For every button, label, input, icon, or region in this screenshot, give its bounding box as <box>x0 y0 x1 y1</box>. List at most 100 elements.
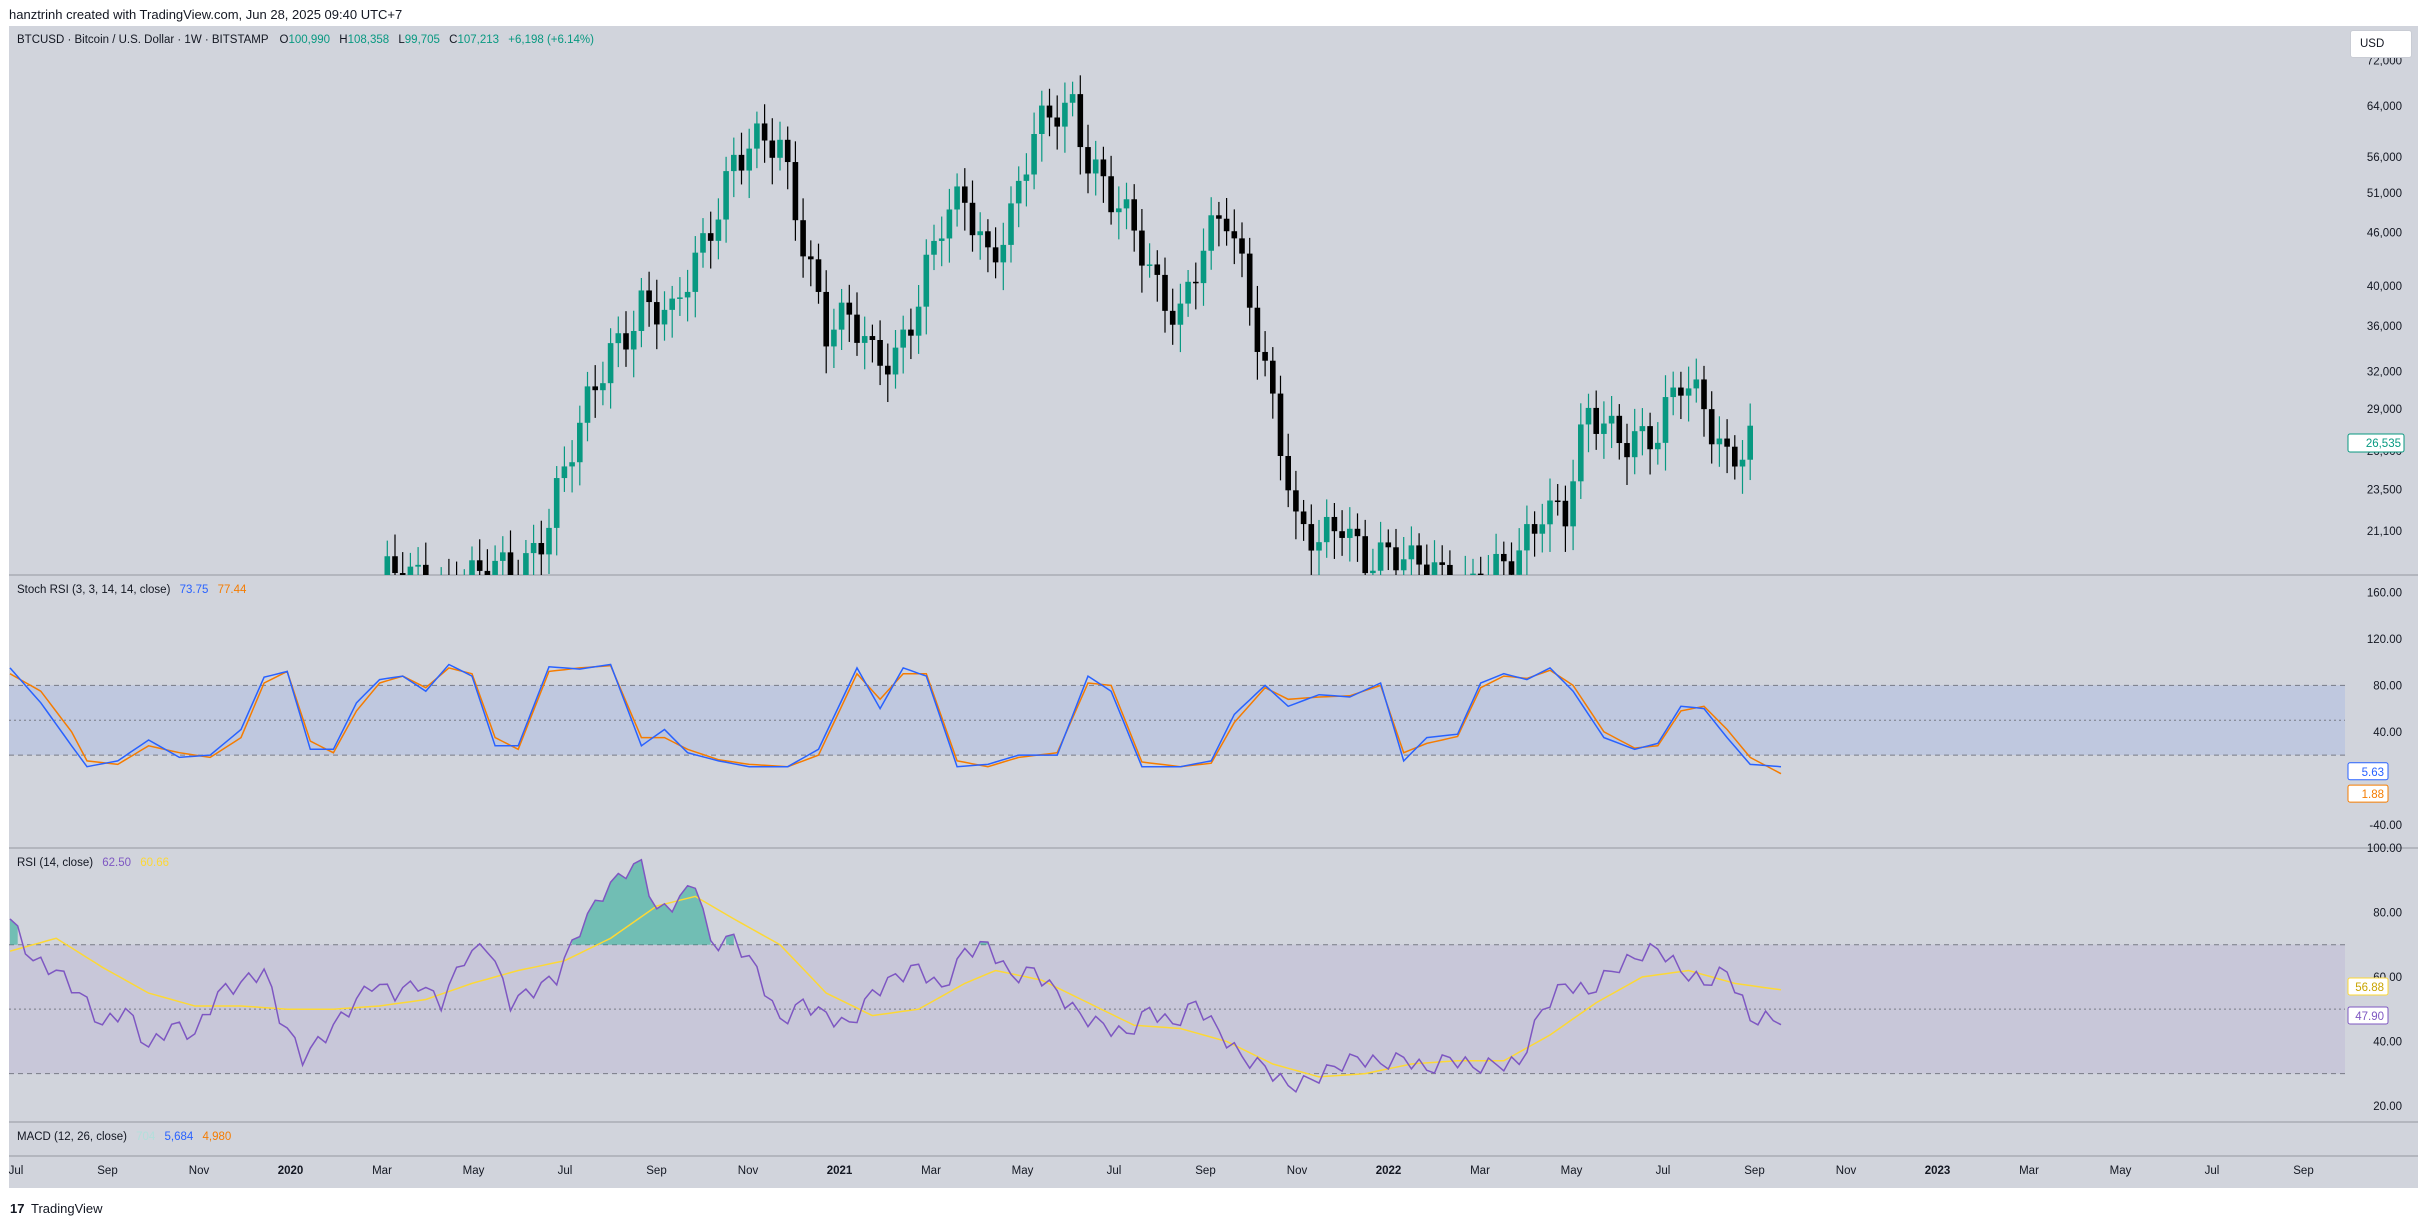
candle-body <box>1085 147 1091 174</box>
stoch-rsi-legend: Stoch RSI (3, 3, 14, 14, close) 73.75 77… <box>17 584 246 596</box>
candle-body <box>1463 577 1469 610</box>
candle-body <box>1254 307 1261 352</box>
candle-body <box>885 365 891 375</box>
candle-body <box>423 564 429 575</box>
candle-body <box>1724 438 1730 447</box>
candle-body <box>1431 562 1438 575</box>
candle-body <box>892 347 899 375</box>
candle-body <box>1092 159 1099 174</box>
candle-body <box>1100 159 1107 177</box>
currency-button[interactable]: USD <box>2350 30 2412 58</box>
candle-body <box>908 329 914 336</box>
candle-body <box>1408 545 1415 560</box>
rsi-legend: RSI (14, close) 62.50 60.66 <box>17 857 169 869</box>
symbol-name: BTCUSD · Bitcoin / U.S. Dollar · 1W · BI… <box>17 34 269 46</box>
candle-body <box>1162 274 1168 311</box>
candle-body <box>1216 215 1222 219</box>
stoch-d-value: 77.44 <box>217 584 247 596</box>
time-axis-tick: Sep <box>1744 1165 1764 1177</box>
candle-body <box>1693 379 1700 389</box>
macd-value: 5,684 <box>164 1131 194 1143</box>
candle-body <box>1015 180 1022 204</box>
candle-body <box>954 186 960 210</box>
candle-body <box>1631 431 1638 458</box>
price-axis-tick: 64,000 <box>2367 101 2402 113</box>
rsi-last-box <box>2347 1006 2389 1025</box>
candle-body <box>815 259 822 292</box>
candle-body <box>654 302 660 325</box>
open-label: O <box>279 34 289 46</box>
candle-body <box>900 329 906 348</box>
price-axis-tick: 29,000 <box>2367 404 2402 416</box>
stoch-axis-tick: 80.00 <box>2373 680 2402 692</box>
macd-hist-value: 704 <box>136 1131 156 1143</box>
candle-body <box>1285 455 1291 491</box>
tradingview-logo-icon[interactable]: 17 <box>10 1201 25 1216</box>
candle-body <box>1662 397 1669 443</box>
stoch-k-last-box <box>2347 762 2389 781</box>
candle-body <box>1347 528 1353 538</box>
candle-body <box>1339 531 1345 538</box>
candle-body <box>823 291 829 347</box>
rsi-axis-tick: 20.00 <box>2373 1101 2402 1113</box>
candle-body <box>1701 379 1707 410</box>
candle-body <box>630 330 637 350</box>
rsi-line <box>9 858 1782 1093</box>
time-axis-tick: 2020 <box>278 1165 304 1177</box>
candle-body <box>808 256 814 260</box>
candle-body <box>1678 387 1684 396</box>
time-axis-tick: Sep <box>1195 1165 1215 1177</box>
candle-body <box>1300 511 1307 525</box>
candle-body <box>723 171 729 220</box>
candle-body <box>600 383 606 391</box>
candle-body <box>1031 133 1037 175</box>
time-axis-tick: Mar <box>921 1165 941 1177</box>
candle-body <box>1370 570 1376 574</box>
candle-body <box>831 329 837 347</box>
candle-body <box>384 556 391 575</box>
candle-body <box>1308 524 1315 551</box>
candle-body <box>507 552 514 575</box>
candle-body <box>1508 561 1515 575</box>
candle-body <box>1477 573 1484 575</box>
last-price-label: 26,535 <box>2366 438 2401 450</box>
candle-body <box>1123 199 1130 209</box>
stoch-axis-tick: 160.00 <box>2367 587 2402 599</box>
time-axis-tick: Jul <box>1656 1165 1671 1177</box>
stoch-k-last-label: 5.63 <box>2362 767 2384 779</box>
candle-body <box>854 314 860 343</box>
candle-body <box>1424 564 1430 575</box>
stoch-k-value: 73.75 <box>179 584 209 596</box>
tradingview-brand[interactable]: TradingView <box>31 1201 103 1216</box>
candle-body <box>1616 415 1623 444</box>
price-axis-tick: 32,000 <box>2367 366 2402 378</box>
attribution-bar: hanztrinh created with TradingView.com, … <box>0 0 2427 26</box>
candle-body <box>700 233 706 253</box>
candle-body <box>1231 231 1238 239</box>
candle-body <box>838 302 845 330</box>
candle-body <box>769 140 776 158</box>
candle-body <box>684 291 691 298</box>
rsi-value: 62.50 <box>102 857 132 869</box>
candle-body <box>1200 250 1207 284</box>
candle-body <box>1262 351 1268 361</box>
candle-body <box>515 580 521 589</box>
candle-body <box>392 556 398 574</box>
candle-body <box>1578 424 1584 482</box>
candle-body <box>1023 174 1030 181</box>
time-axis-tick: May <box>2110 1165 2132 1177</box>
candle-body <box>1531 524 1538 534</box>
candle-body <box>923 254 930 307</box>
candle-body <box>1739 459 1746 467</box>
price-axis-tick: 72,000 <box>2367 56 2402 68</box>
macd-label: MACD (12, 26, close) <box>17 1131 127 1143</box>
candle-body <box>484 570 491 575</box>
candle-body <box>1685 388 1692 396</box>
candle-body <box>1647 426 1653 450</box>
candle-body <box>1077 94 1084 148</box>
candle-body <box>1270 360 1276 394</box>
rsi-ma-last-box <box>2347 977 2389 996</box>
time-axis-tick: Jul <box>2205 1165 2220 1177</box>
candle-body <box>969 202 976 236</box>
